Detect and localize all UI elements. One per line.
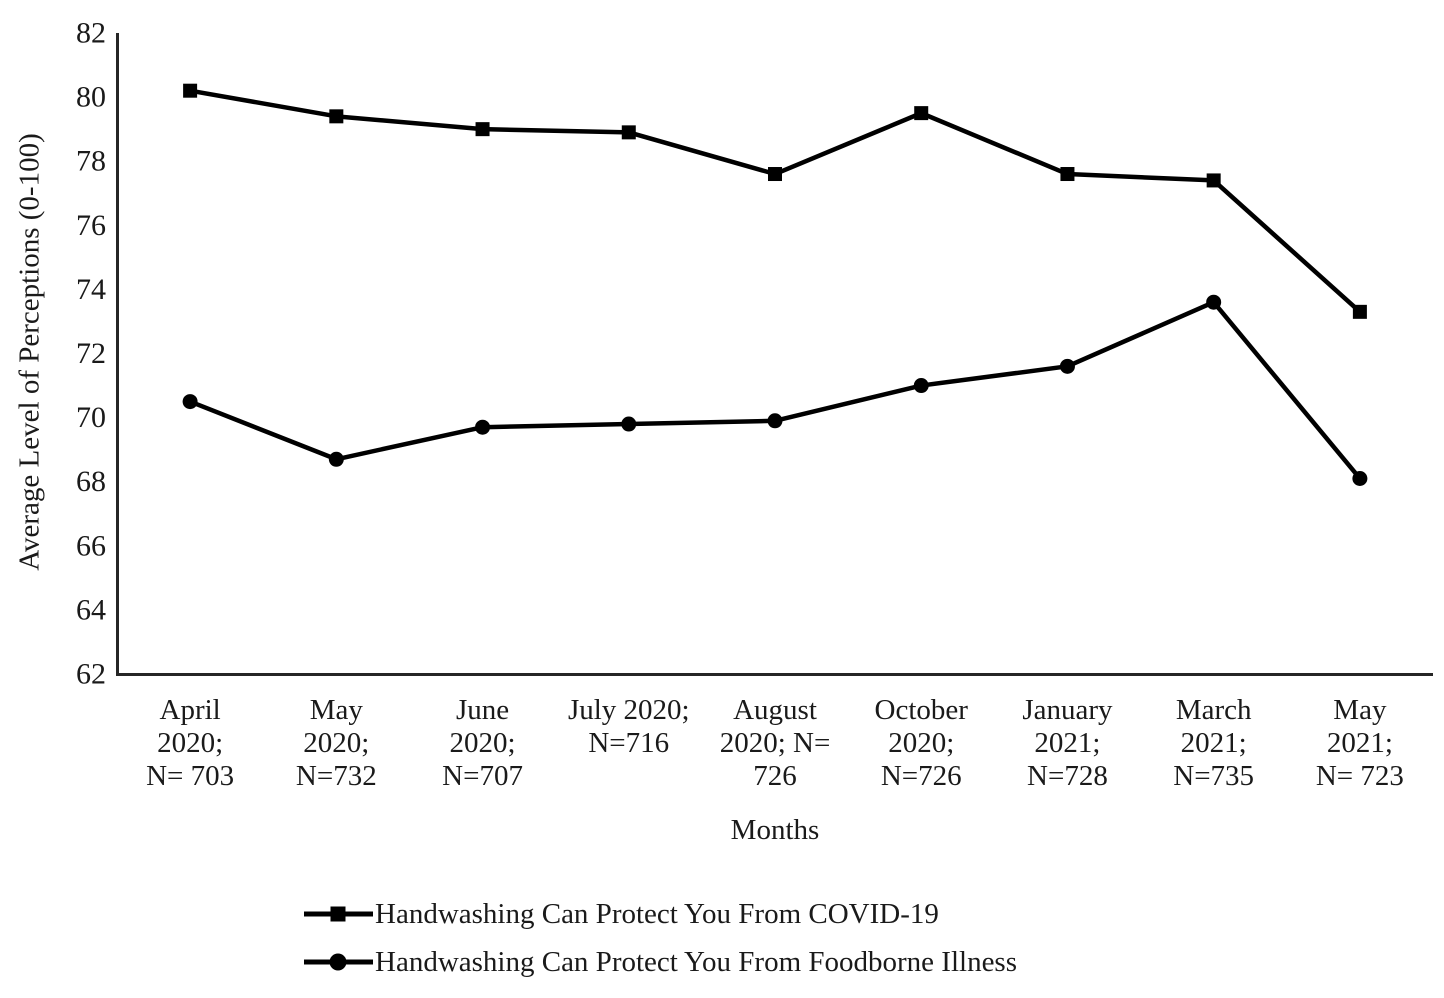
x-axis-category-label: May: [1333, 694, 1387, 726]
series-circle-marker: [1059, 358, 1075, 374]
x-axis-category-label: January: [1022, 694, 1113, 726]
x-axis-category-label: August: [733, 694, 817, 726]
x-axis-category-label: N=735: [1173, 760, 1254, 792]
series-circle-marker: [328, 451, 344, 467]
x-axis-category-label: 2020; N=: [720, 727, 831, 759]
x-axis-category-label: October: [875, 694, 969, 726]
series-circle-marker: [1206, 294, 1222, 310]
x-axis-category-label: 2021;: [1327, 727, 1393, 759]
series-square-marker: [183, 83, 198, 98]
y-axis-tick-label: 82: [76, 17, 106, 50]
series-square-marker: [914, 106, 929, 121]
x-axis-category-label: June: [456, 694, 509, 726]
circle-series-marker-icon: [304, 953, 373, 971]
x-axis-category-label: 2021;: [1181, 727, 1247, 759]
series-circle-marker: [913, 378, 929, 394]
y-axis-tick-label: 78: [76, 145, 106, 178]
x-axis-category-label: 2020;: [888, 727, 954, 759]
y-axis-title: Average Level of Perceptions (0-100): [13, 133, 46, 571]
x-axis-category-label: May: [310, 694, 364, 726]
series-square-marker: [621, 125, 636, 140]
y-axis-tick-label: 72: [76, 337, 106, 370]
y-axis-tick-label: 66: [76, 529, 106, 562]
x-axis-category-label: 2020;: [157, 727, 223, 759]
series-square-marker: [475, 122, 490, 137]
x-axis-category-label: July 2020;: [568, 694, 690, 726]
y-axis-tick-label: 74: [76, 273, 106, 306]
x-axis-category-label: 2020;: [303, 727, 369, 759]
legend-item-covid: Handwashing Can Protect You From COVID-1…: [303, 897, 1017, 931]
series-line-1: [189, 299, 1362, 480]
x-axis-category-label: N=707: [442, 760, 523, 792]
series-circle-marker: [182, 394, 198, 410]
y-axis-tick-label: 80: [76, 81, 106, 114]
x-axis-category-label: N= 703: [146, 760, 234, 792]
x-axis-category-label: N=726: [881, 760, 962, 792]
y-axis-tick-label: 76: [76, 209, 106, 242]
legend-label-covid: Handwashing Can Protect You From COVID-1…: [375, 897, 939, 930]
y-axis-tick-label: 62: [76, 658, 106, 691]
series-square-marker: [1206, 173, 1221, 188]
series-square-marker: [329, 109, 344, 124]
square-series-marker-icon: [304, 906, 373, 922]
y-axis-tick-label: 68: [76, 465, 106, 498]
x-axis-category-label: April: [160, 694, 221, 726]
series-line-0: [189, 88, 1362, 314]
x-axis-category-label: N=716: [588, 727, 669, 759]
x-axis-category-label: N=732: [296, 760, 377, 792]
series-square-marker: [768, 167, 782, 182]
x-axis-category-label: 2020;: [450, 727, 516, 759]
x-axis-category-label: N= 723: [1316, 760, 1404, 792]
legend-item-foodborne: Handwashing Can Protect You From Foodbor…: [303, 945, 1017, 979]
x-axis-category-label: March: [1176, 694, 1252, 726]
series-circle-marker: [767, 413, 783, 429]
legend-label-foodborne: Handwashing Can Protect You From Foodbor…: [375, 945, 1018, 978]
series-square-marker: [1352, 304, 1367, 319]
x-axis-category-label: 726: [753, 760, 797, 792]
y-axis-tick-label: 70: [76, 401, 106, 434]
legend: Handwashing Can Protect You From COVID-1…: [303, 897, 1017, 993]
series-circle-marker: [621, 416, 637, 432]
x-axis-category-label: N=728: [1027, 760, 1108, 792]
series-circle-marker: [475, 419, 491, 435]
x-axis-title: Months: [730, 814, 820, 846]
x-axis-category-label: 2021;: [1034, 727, 1100, 759]
series-circle-marker: [1352, 470, 1368, 486]
series-square-marker: [1060, 167, 1075, 182]
y-axis-tick-label: 64: [76, 593, 106, 626]
